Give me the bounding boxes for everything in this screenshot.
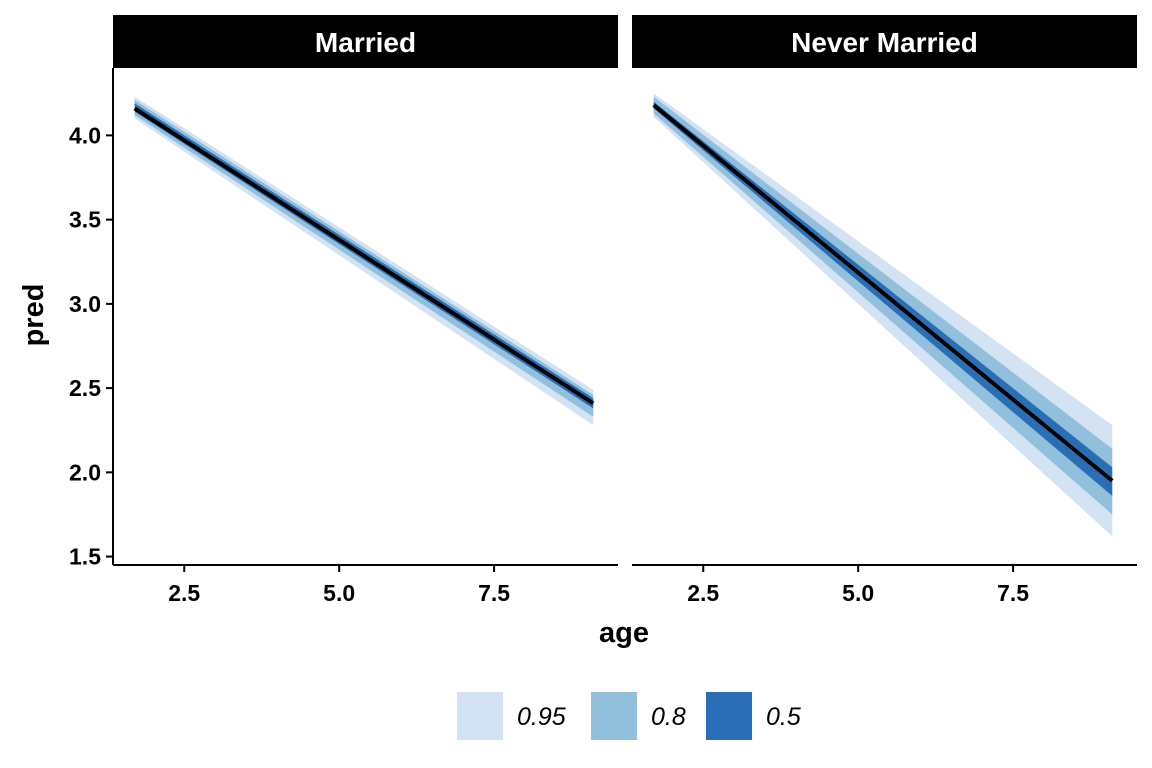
legend-label: 0.5 <box>766 703 801 731</box>
legend: 0.95 0.8 0.5 <box>457 692 801 740</box>
y-axis-title: pred <box>18 284 50 347</box>
x-tick-label: 2.5 <box>168 580 200 606</box>
y-tick-label: 3.5 <box>69 207 101 233</box>
panel-1: Married 2.5 5.0 7.5 <box>113 15 618 606</box>
x-axis-title: age <box>599 617 649 649</box>
y-axis: 1.5 2.0 2.5 3.0 3.5 4.0 <box>69 68 114 570</box>
panel-title: Never Married <box>791 27 978 58</box>
panel-title: Married <box>315 27 416 58</box>
prediction-line <box>652 103 1114 483</box>
x-tick-label: 5.0 <box>842 580 874 606</box>
x-tick-label: 2.5 <box>687 580 719 606</box>
legend-key <box>457 692 503 740</box>
y-tick-label: 1.5 <box>69 544 101 570</box>
panel-strip <box>632 15 1137 68</box>
legend-label: 0.8 <box>651 703 686 731</box>
chart-panels: Married 2.5 5.0 7.5 Never Married 2.5 5.0 7.5 <box>113 15 1137 606</box>
y-tick-label: 4.0 <box>69 122 101 148</box>
x-tick-label: 7.5 <box>997 580 1029 606</box>
x-tick-label: 5.0 <box>323 580 355 606</box>
y-tick-label: 2.0 <box>69 459 101 485</box>
panel-2: Never Married 2.5 5.0 7.5 <box>632 15 1137 606</box>
panel-strip <box>113 15 618 68</box>
legend-key <box>591 692 637 740</box>
y-tick-label: 3.0 <box>69 291 101 317</box>
y-tick-label: 2.5 <box>69 375 101 401</box>
x-tick-label: 7.5 <box>478 580 510 606</box>
legend-label: 0.95 <box>517 703 566 731</box>
legend-key <box>706 692 752 740</box>
prediction-line <box>133 106 595 405</box>
